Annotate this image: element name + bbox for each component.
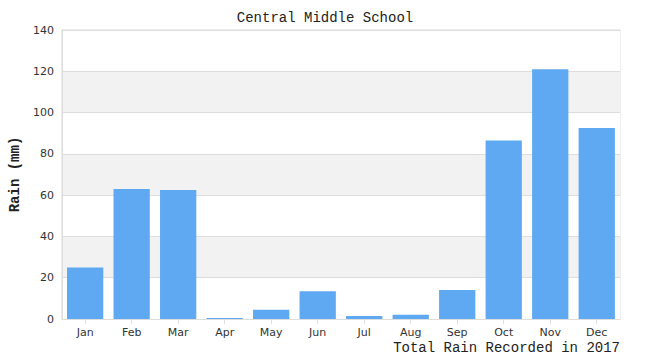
svg-text:Rain (mm): Rain (mm) (7, 137, 23, 213)
svg-text:140: 140 (33, 24, 54, 37)
svg-text:Jul: Jul (357, 326, 371, 339)
svg-text:80: 80 (40, 147, 54, 160)
svg-text:Sep: Sep (447, 326, 468, 339)
svg-text:Nov: Nov (540, 326, 562, 339)
svg-text:Jan: Jan (76, 326, 94, 339)
svg-text:Apr: Apr (215, 326, 235, 339)
svg-text:Total Rain Recorded in 2017: Total Rain Recorded in 2017 (393, 340, 620, 356)
svg-text:20: 20 (40, 271, 54, 284)
svg-text:120: 120 (33, 65, 54, 78)
svg-text:Dec: Dec (586, 326, 607, 339)
svg-text:100: 100 (33, 106, 54, 119)
svg-text:60: 60 (40, 189, 54, 202)
svg-text:Mar: Mar (168, 326, 189, 339)
svg-text:May: May (260, 326, 283, 339)
svg-text:0: 0 (47, 313, 54, 326)
svg-text:Aug: Aug (400, 326, 421, 339)
svg-text:40: 40 (40, 230, 54, 243)
svg-text:Central Middle School: Central Middle School (237, 10, 413, 26)
svg-text:Feb: Feb (122, 326, 141, 339)
svg-text:Jun: Jun (308, 326, 326, 339)
svg-text:Oct: Oct (494, 326, 514, 339)
